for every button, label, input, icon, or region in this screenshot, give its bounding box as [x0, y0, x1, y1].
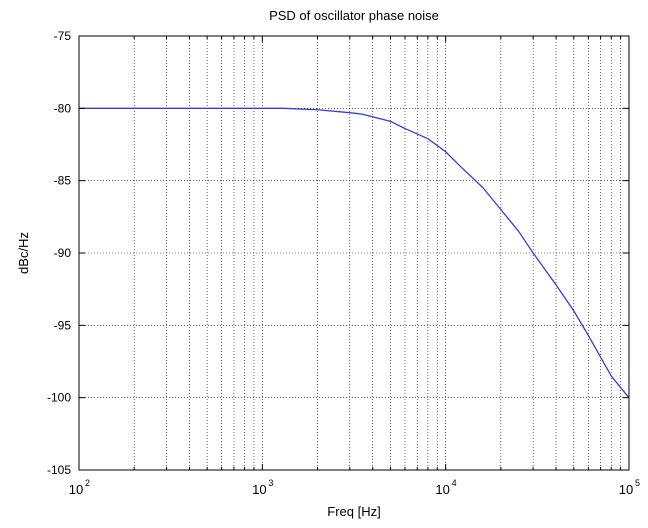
x-tick-label: 10 3 — [252, 478, 273, 497]
y-tick-label: -85 — [54, 174, 72, 188]
x-tick-label: 10 2 — [69, 478, 90, 497]
y-tick-labels: -75 -80 -85 -90 -95 -100 -105 — [47, 29, 71, 477]
x-tick-label-exponent: 4 — [452, 478, 457, 488]
x-tick-label-base: 10 — [619, 482, 633, 497]
y-tick-label: -90 — [54, 246, 72, 260]
y-tick-label: -105 — [47, 463, 71, 477]
x-tick-label-exponent: 3 — [268, 478, 273, 488]
chart-title: PSD of oscillator phase noise — [269, 8, 439, 23]
x-tick-labels: 10 2 10 3 10 4 10 5 — [69, 478, 640, 497]
x-tick-label-exponent: 2 — [85, 478, 90, 488]
x-axis-label: Freq [Hz] — [327, 504, 380, 519]
grid-layer — [79, 36, 629, 470]
plot-frame — [78, 35, 630, 471]
x-tick-label-base: 10 — [252, 482, 266, 497]
y-axis-label: dBc/Hz — [16, 232, 31, 274]
tick-layer — [79, 36, 629, 470]
y-tick-label: -75 — [54, 29, 72, 43]
x-tick-label-base: 10 — [435, 482, 449, 497]
y-tick-label: -100 — [47, 391, 71, 405]
x-tick-label-base: 10 — [69, 482, 83, 497]
x-tick-label: 10 4 — [435, 478, 456, 497]
x-tick-label: 10 5 — [619, 478, 640, 497]
y-tick-label: -80 — [54, 101, 72, 115]
y-tick-label: -95 — [54, 318, 72, 332]
x-tick-label-exponent: 5 — [635, 478, 640, 488]
series-line — [79, 107, 630, 399]
series-layer — [79, 107, 630, 399]
